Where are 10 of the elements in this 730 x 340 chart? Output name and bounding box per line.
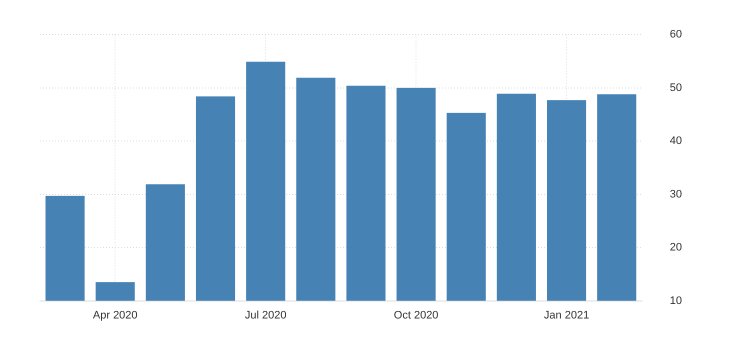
y-tick-label: 10 [670,294,682,307]
y-tick-label: 50 [670,82,682,94]
y-tick-label: 30 [670,188,682,200]
x-tick-label: Oct 2020 [394,309,438,322]
y-tick-label: 20 [670,242,682,254]
x-tick-label: Jan 2021 [544,309,590,322]
y-tick-label: 40 [670,135,682,148]
x-tick-label: Apr 2020 [92,309,138,322]
x-tick-label: Jul 2020 [244,309,286,322]
y-tick-label: 60 [670,28,682,41]
